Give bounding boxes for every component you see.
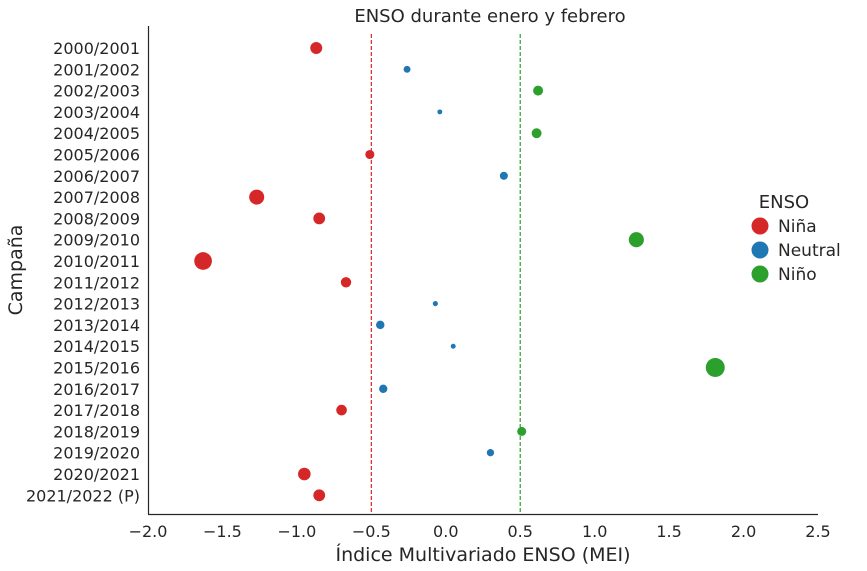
y-tick-label: 2009/2010 <box>53 231 140 250</box>
data-point-2007-2008 <box>249 189 265 205</box>
y-tick-label: 2012/2013 <box>53 295 140 314</box>
y-axis-label: Campaña <box>5 225 27 316</box>
data-point-2019-2020 <box>486 449 495 457</box>
data-point-2017-2018 <box>336 404 347 416</box>
legend-title: ENSO <box>759 192 809 213</box>
x-tick-label: 1.5 <box>656 522 681 541</box>
x-tick-label: 0.5 <box>507 522 532 541</box>
reference-lines <box>370 34 521 514</box>
x-tick-label: 2.5 <box>805 522 830 541</box>
data-point-2009-2010 <box>628 232 644 248</box>
legend-marker-2 <box>751 265 769 283</box>
data-point-2013-2014 <box>376 320 385 330</box>
data-point-2010-2011 <box>194 252 212 270</box>
data-point-2003-2004 <box>437 109 443 115</box>
y-tick-label: 2017/2018 <box>53 401 140 420</box>
data-point-2005-2006 <box>365 149 375 160</box>
y-tick-label: 2021/2022 (P) <box>26 486 140 505</box>
data-point-2021-2022-P <box>313 489 326 502</box>
x-tick-label: 2.0 <box>731 522 756 541</box>
legend: ENSO Niña Neutral Niño <box>751 192 841 285</box>
data-point-2012-2013 <box>432 301 438 307</box>
data-point-2014-2015 <box>450 343 456 349</box>
x-tick-label: 1.0 <box>582 522 607 541</box>
data-point-2004-2005 <box>531 128 542 139</box>
legend-marker-1 <box>751 241 769 259</box>
legend-label: Niño <box>778 265 817 285</box>
data-point-2020-2021 <box>298 467 311 481</box>
data-point-2015-2016 <box>705 358 725 377</box>
data-point-2000-2001 <box>310 42 323 54</box>
data-point-2018-2019 <box>517 426 527 436</box>
y-tick-labels: 2000/2001 2001/2002 2002/2003 2003/2004 2004… <box>26 39 140 505</box>
y-tick-label: 2011/2012 <box>53 273 140 292</box>
x-tick-label: 0.0 <box>433 522 458 541</box>
y-tick-label: 2006/2007 <box>53 167 140 186</box>
y-tick-label: 2015/2016 <box>53 359 140 378</box>
x-tick-label: −2.0 <box>129 522 168 541</box>
y-tick-label: 2000/2001 <box>53 39 140 58</box>
legend-marker-0 <box>751 217 769 235</box>
y-tick-label: 2005/2006 <box>53 146 140 165</box>
y-tick-label: 2007/2008 <box>53 188 140 207</box>
data-point-2011-2012 <box>340 277 352 288</box>
data-point-2008-2009 <box>313 212 326 225</box>
y-tick-label: 2001/2002 <box>53 60 140 79</box>
y-tick-label: 2019/2020 <box>53 444 140 463</box>
y-tick-label: 2002/2003 <box>53 82 140 101</box>
y-tick-label: 2004/2005 <box>53 124 140 143</box>
data-point-2001-2002 <box>403 65 411 73</box>
legend-label: Neutral <box>778 241 841 261</box>
x-axis-label: Índice Multivariado ENSO (MEI) <box>335 543 630 566</box>
y-tick-label: 2018/2019 <box>53 422 140 441</box>
y-tick-label: 2003/2004 <box>53 103 140 122</box>
data-point-2016-2017 <box>379 384 388 393</box>
data-points <box>194 42 725 502</box>
data-point-2006-2007 <box>499 171 508 180</box>
x-tick-label: −1.0 <box>277 522 316 541</box>
x-tick-label: −0.5 <box>352 522 391 541</box>
x-tick-label: −1.5 <box>203 522 242 541</box>
y-tick-label: 2008/2009 <box>53 209 140 228</box>
legend-label: Niña <box>778 217 817 237</box>
y-tick-label: 2020/2021 <box>53 465 140 484</box>
data-point-2002-2003 <box>533 85 544 96</box>
x-tick-labels: −2.0 −1.5 −1.0 −0.5 0.0 0.5 1.0 1.5 2.0 2.5 <box>129 522 831 541</box>
y-tick-label: 2014/2015 <box>53 337 140 356</box>
y-tick-label: 2013/2014 <box>53 316 140 335</box>
y-tick-label: 2016/2017 <box>53 380 140 399</box>
y-tick-label: 2010/2011 <box>53 252 140 271</box>
chart-title: ENSO durante enero y febrero <box>354 6 625 27</box>
